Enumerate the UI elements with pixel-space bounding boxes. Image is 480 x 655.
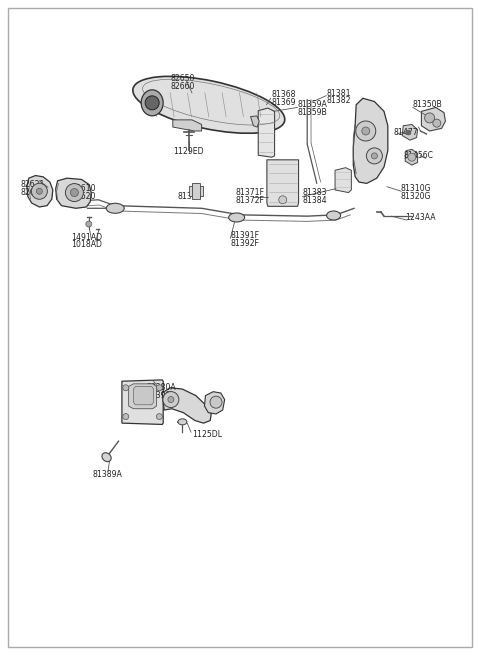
Polygon shape <box>204 392 225 414</box>
Circle shape <box>65 183 84 202</box>
Polygon shape <box>402 124 418 140</box>
Circle shape <box>123 384 129 391</box>
Polygon shape <box>405 149 418 165</box>
Text: 81381: 81381 <box>326 88 351 98</box>
Circle shape <box>156 384 162 391</box>
Text: 81368: 81368 <box>271 90 296 100</box>
Polygon shape <box>56 178 91 208</box>
Polygon shape <box>421 107 445 131</box>
Text: 1491AD: 1491AD <box>71 233 102 242</box>
Text: 82620: 82620 <box>71 192 96 201</box>
Text: 1018AD: 1018AD <box>71 240 102 250</box>
Text: 81310G: 81310G <box>401 184 432 193</box>
Circle shape <box>31 183 48 199</box>
Text: 79390: 79390 <box>146 391 171 400</box>
Text: 81391F: 81391F <box>230 231 259 240</box>
Text: 81369: 81369 <box>271 98 296 107</box>
Polygon shape <box>129 384 156 409</box>
Ellipse shape <box>102 453 111 462</box>
Text: 81389A: 81389A <box>92 470 122 479</box>
Circle shape <box>279 196 287 204</box>
Ellipse shape <box>228 213 245 222</box>
Text: 81372F: 81372F <box>235 196 264 205</box>
Polygon shape <box>258 108 275 157</box>
Circle shape <box>210 396 222 408</box>
Circle shape <box>425 113 434 123</box>
Text: 81382: 81382 <box>326 96 351 105</box>
Text: 81384: 81384 <box>302 196 327 205</box>
Bar <box>192 183 200 199</box>
Circle shape <box>71 189 78 196</box>
Text: 81359A: 81359A <box>298 100 327 109</box>
Text: 81320G: 81320G <box>401 192 431 201</box>
Circle shape <box>163 392 179 407</box>
Text: 82610: 82610 <box>71 184 96 193</box>
Text: 81359B: 81359B <box>298 108 327 117</box>
Text: 82611: 82611 <box>20 188 45 197</box>
Polygon shape <box>173 120 202 131</box>
Polygon shape <box>353 98 388 183</box>
Circle shape <box>366 148 383 164</box>
Ellipse shape <box>133 77 285 133</box>
Ellipse shape <box>178 419 187 425</box>
Text: 81392F: 81392F <box>230 239 259 248</box>
Circle shape <box>168 396 174 403</box>
Ellipse shape <box>326 211 341 220</box>
Text: 81371F: 81371F <box>235 188 264 197</box>
Circle shape <box>372 153 377 159</box>
Text: 81350B: 81350B <box>413 100 443 109</box>
Circle shape <box>356 121 376 141</box>
Circle shape <box>433 119 441 127</box>
Circle shape <box>86 221 92 227</box>
Polygon shape <box>251 116 259 127</box>
Text: 1243AA: 1243AA <box>406 213 436 222</box>
Circle shape <box>123 413 129 420</box>
Circle shape <box>145 96 159 110</box>
Polygon shape <box>27 176 53 207</box>
Text: 1125DL: 1125DL <box>192 430 222 440</box>
Text: 82660: 82660 <box>170 82 195 91</box>
Text: 81477: 81477 <box>394 128 418 137</box>
Ellipse shape <box>141 90 163 116</box>
Text: 81375: 81375 <box>178 192 202 201</box>
Text: 81456C: 81456C <box>403 151 433 160</box>
Circle shape <box>36 188 42 195</box>
Circle shape <box>156 413 162 420</box>
Text: 81383: 81383 <box>302 188 327 197</box>
Text: 82621: 82621 <box>20 180 45 189</box>
Polygon shape <box>122 380 163 424</box>
Polygon shape <box>267 160 299 206</box>
Circle shape <box>362 127 370 135</box>
Circle shape <box>408 153 416 161</box>
Polygon shape <box>335 168 351 193</box>
Ellipse shape <box>106 203 124 214</box>
Polygon shape <box>133 386 154 405</box>
Text: 82650: 82650 <box>170 74 195 83</box>
Text: 1129ED: 1129ED <box>173 147 204 157</box>
Polygon shape <box>162 388 211 423</box>
Text: 79380A: 79380A <box>146 383 176 392</box>
Bar <box>189 186 203 196</box>
